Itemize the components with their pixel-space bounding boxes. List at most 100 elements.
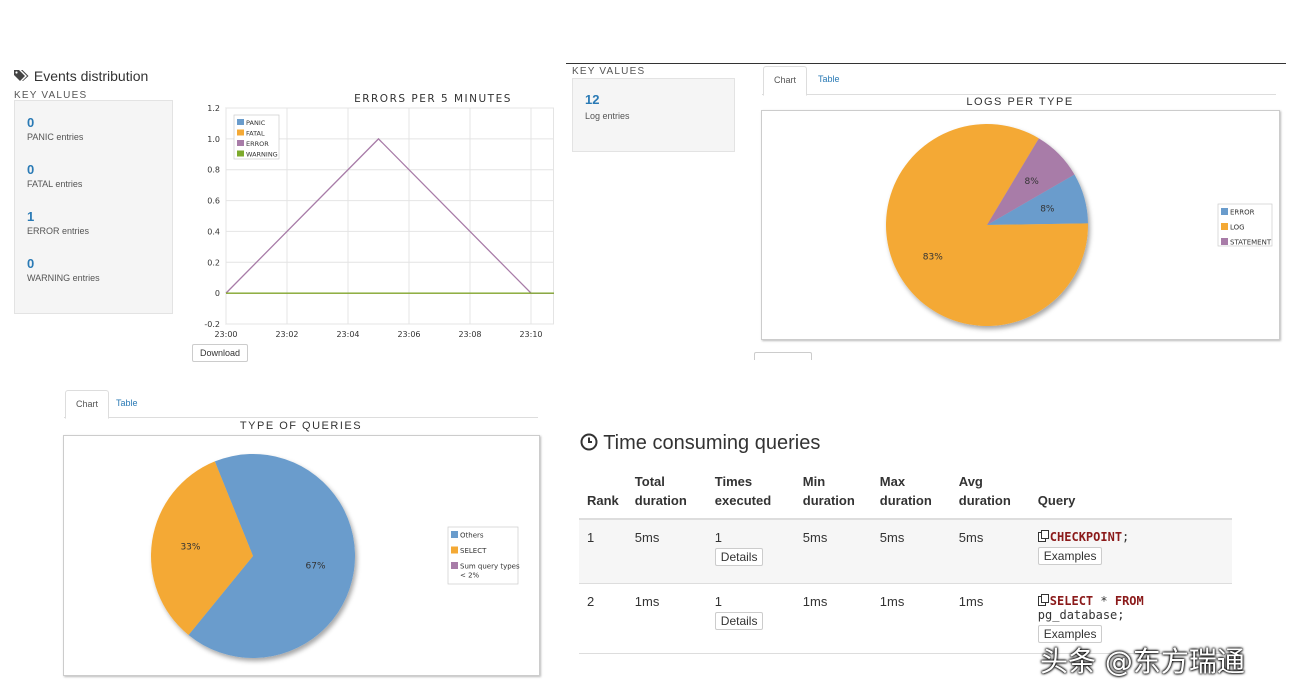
download-button[interactable]: Download [192, 344, 249, 362]
legend-swatch [1221, 223, 1228, 230]
plot-area [225, 107, 554, 325]
col-min-duration: Min duration [794, 466, 872, 520]
logs-chart-title: LOGS PER TYPE [966, 96, 1074, 108]
legend-swatch [237, 129, 244, 136]
legend-box [447, 526, 519, 585]
table-row: 1 5ms 1 Details 5ms 5ms 5ms CHECKPOINT; … [579, 519, 1232, 584]
legend-entry: ERROR [246, 140, 269, 148]
tab-table[interactable]: Table [818, 74, 840, 84]
pie-slices [886, 124, 1088, 326]
legend-swatch [451, 531, 458, 538]
col-rank: Rank [579, 466, 627, 520]
cell-rank: 1 [579, 519, 627, 584]
kv-value: 0 [27, 256, 35, 271]
logs-chart-frame: 8% 83% 8% ERROR LOG STATEMENT [761, 110, 1280, 340]
x-tick-label: 23:02 [275, 330, 298, 339]
kv-item-error: 1 ERROR entries [27, 209, 89, 236]
cell-rank: 2 [579, 583, 627, 654]
logs-kv-box: 12 Log entries [572, 78, 735, 152]
details-button[interactable]: Details [714, 611, 764, 630]
sql-keyword: FROM [1114, 593, 1144, 608]
top-rule [566, 63, 1286, 64]
legend-swatch [1221, 238, 1228, 245]
cell-query: SELECT * FROM pg_database; Examples [1029, 583, 1232, 654]
legend-entry: LOG [1230, 224, 1245, 232]
pie-data-label: 8% [1040, 204, 1055, 214]
header-text: Avg duration [958, 474, 1011, 508]
legend-entry: WARNING [246, 151, 278, 159]
y-tick-label: 0 [215, 289, 220, 298]
legend-entry: Others [460, 532, 484, 540]
x-tick-label: 23:06 [397, 330, 420, 339]
y-tick-label: 1.0 [207, 135, 220, 144]
copy-icon[interactable] [1037, 530, 1050, 542]
pie-slices [150, 454, 355, 658]
col-query: Query [1029, 466, 1232, 520]
tab-chart[interactable]: Chart [65, 390, 110, 419]
legend-entry: ERROR [1230, 209, 1255, 217]
logs-tabs: Chart Table [762, 66, 1276, 96]
queries-chart-frame: 67% 33% Others SELECT Sum query types < 2% [63, 435, 540, 676]
y-tick-label: 0.8 [207, 166, 220, 175]
pie-slice-log [886, 124, 1088, 326]
cell-query: CHECKPOINT; Examples [1029, 519, 1232, 584]
events-kv-box: 0 PANIC entries 0 FATAL entries 1 ERROR … [14, 100, 173, 314]
logs-download-button-partial[interactable] [754, 352, 812, 360]
logs-kv-label: KEY VALUES [572, 66, 646, 77]
tags-icon [14, 70, 29, 81]
legend-swatch [451, 562, 458, 569]
logs-pie-chart: 8% 83% 8% ERROR LOG STATEMENT [886, 124, 1273, 326]
sql-text: ; [1122, 530, 1130, 544]
legend-swatch [237, 140, 244, 146]
legend-swatch [237, 119, 244, 125]
cell-times: 1 Details [706, 519, 795, 584]
tab-table[interactable]: Table [116, 398, 138, 408]
log-entries-value: 12 [585, 92, 600, 107]
log-entries-label: Log entries [585, 111, 630, 121]
legend-swatch [237, 150, 244, 157]
legend-entry: < 2% [460, 572, 480, 580]
x-tick-label: 23:04 [336, 330, 359, 339]
watermark: 头条 @东方瑞通 [1040, 645, 1245, 678]
examples-button[interactable]: Examples [1037, 624, 1103, 643]
y-tick-label: 0.6 [207, 197, 220, 206]
legend-swatch [451, 546, 458, 554]
legend-entry: STATEMENT [1230, 239, 1272, 247]
events-header: Events distribution [14, 68, 148, 84]
time-consuming-header: Time consuming queries [580, 432, 820, 455]
kv-item-panic: 0 PANIC entries [27, 115, 83, 142]
chart-title: ERRORS PER 5 MINUTES [354, 93, 512, 105]
cell-min: 5ms [794, 519, 872, 584]
pie-slice-statement [987, 138, 1075, 225]
legend-swatch [1221, 208, 1228, 215]
legend-entry: FATAL [246, 130, 265, 138]
cell-times: 1 Details [706, 583, 795, 654]
events-title: Events distribution [33, 68, 149, 84]
time-consuming-table: Rank Total duration Times executed Min d… [579, 466, 1232, 654]
tab-chart[interactable]: Chart [763, 66, 808, 96]
legend-entry: Sum query types [460, 563, 520, 571]
y-tick-label: -0.2 [204, 320, 220, 329]
kv-value: 0 [27, 115, 35, 130]
pie-data-label: 33% [180, 543, 200, 553]
kv-label-text: ERROR entries [27, 226, 90, 236]
queries-tabs: Chart Table [64, 390, 538, 419]
pie-slice-others [188, 454, 355, 658]
legend-entry: PANIC [246, 119, 266, 127]
y-tick-label: 1.2 [207, 104, 220, 113]
cell-min: 1ms [794, 583, 872, 654]
kv-label-text: PANIC entries [27, 132, 84, 142]
copy-icon[interactable] [1037, 593, 1050, 606]
events-distribution-section: Events distribution KEY VALUES 0 PANIC e… [14, 66, 554, 366]
kv-item-fatal: 0 FATAL entries [27, 162, 82, 189]
time-consuming-title: Time consuming queries [603, 432, 821, 454]
x-tick-label: 23:00 [214, 330, 237, 339]
details-button[interactable]: Details [714, 548, 764, 566]
kv-label-text: WARNING entries [27, 273, 100, 283]
legend-entry: SELECT [460, 547, 487, 555]
query-code: CHECKPOINT; [1050, 530, 1129, 544]
header-text: Total duration [634, 474, 687, 508]
query-text: CHECKPOINT; [1037, 530, 1224, 544]
examples-button[interactable]: Examples [1037, 547, 1103, 565]
cell-avg: 1ms [950, 583, 1030, 654]
